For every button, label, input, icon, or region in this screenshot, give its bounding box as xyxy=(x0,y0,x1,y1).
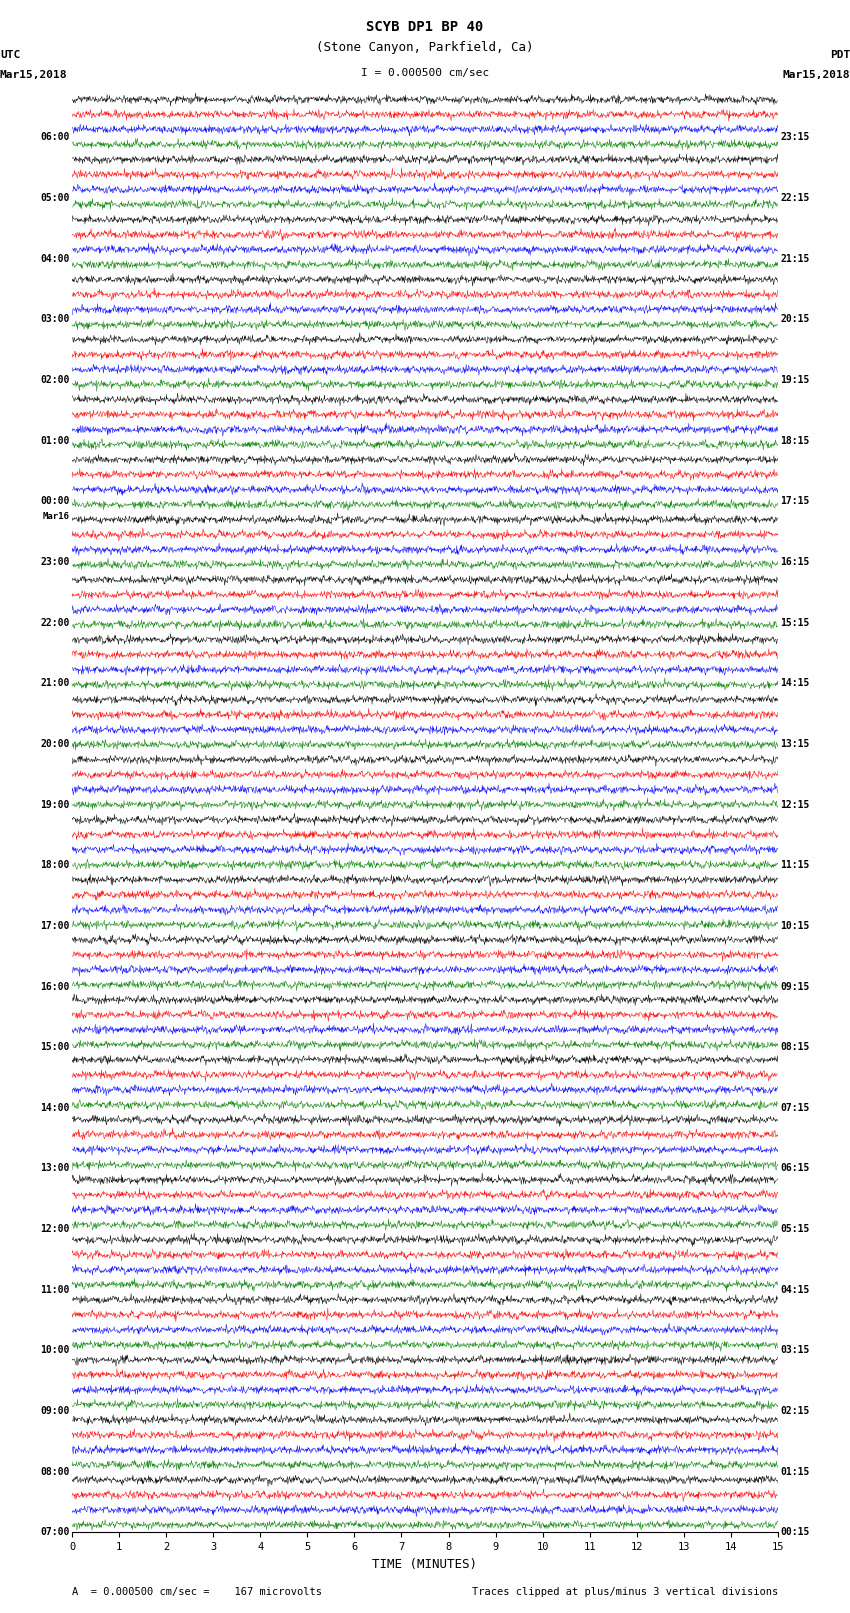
Text: 08:15: 08:15 xyxy=(780,1042,810,1052)
Text: 09:15: 09:15 xyxy=(780,982,810,992)
Text: 06:00: 06:00 xyxy=(40,132,70,142)
Text: 11:00: 11:00 xyxy=(40,1286,70,1295)
Text: 09:00: 09:00 xyxy=(40,1407,70,1416)
Text: 05:00: 05:00 xyxy=(40,194,70,203)
Text: 15:00: 15:00 xyxy=(40,1042,70,1052)
Text: 13:00: 13:00 xyxy=(40,1163,70,1173)
Text: 16:15: 16:15 xyxy=(780,556,810,566)
Text: Mar15,2018: Mar15,2018 xyxy=(783,71,850,81)
Text: 02:15: 02:15 xyxy=(780,1407,810,1416)
Text: 21:15: 21:15 xyxy=(780,253,810,263)
Text: SCYB DP1 BP 40: SCYB DP1 BP 40 xyxy=(366,21,484,34)
Text: 04:15: 04:15 xyxy=(780,1286,810,1295)
Text: Mar16: Mar16 xyxy=(42,511,70,521)
Text: 16:00: 16:00 xyxy=(40,982,70,992)
Text: 18:15: 18:15 xyxy=(780,436,810,445)
Text: PDT: PDT xyxy=(830,50,850,60)
X-axis label: TIME (MINUTES): TIME (MINUTES) xyxy=(372,1558,478,1571)
Text: UTC: UTC xyxy=(0,50,20,60)
Text: 12:15: 12:15 xyxy=(780,800,810,810)
Text: Traces clipped at plus/minus 3 vertical divisions: Traces clipped at plus/minus 3 vertical … xyxy=(472,1587,778,1597)
Text: 00:15: 00:15 xyxy=(780,1528,810,1537)
Text: 19:15: 19:15 xyxy=(780,376,810,386)
Text: 14:00: 14:00 xyxy=(40,1103,70,1113)
Text: 23:15: 23:15 xyxy=(780,132,810,142)
Text: 07:00: 07:00 xyxy=(40,1528,70,1537)
Text: I = 0.000500 cm/sec: I = 0.000500 cm/sec xyxy=(361,68,489,77)
Text: 10:15: 10:15 xyxy=(780,921,810,931)
Text: 06:15: 06:15 xyxy=(780,1163,810,1173)
Text: 13:15: 13:15 xyxy=(780,739,810,748)
Text: 10:00: 10:00 xyxy=(40,1345,70,1355)
Text: 04:00: 04:00 xyxy=(40,253,70,263)
Text: 00:00: 00:00 xyxy=(40,497,70,506)
Text: 08:00: 08:00 xyxy=(40,1466,70,1476)
Text: Mar15,2018: Mar15,2018 xyxy=(0,71,67,81)
Text: 03:00: 03:00 xyxy=(40,315,70,324)
Text: 18:00: 18:00 xyxy=(40,860,70,869)
Text: 19:00: 19:00 xyxy=(40,800,70,810)
Text: 02:00: 02:00 xyxy=(40,376,70,386)
Text: 17:15: 17:15 xyxy=(780,497,810,506)
Text: 20:15: 20:15 xyxy=(780,315,810,324)
Text: 07:15: 07:15 xyxy=(780,1103,810,1113)
Text: 22:00: 22:00 xyxy=(40,618,70,627)
Text: 15:15: 15:15 xyxy=(780,618,810,627)
Text: 12:00: 12:00 xyxy=(40,1224,70,1234)
Text: 05:15: 05:15 xyxy=(780,1224,810,1234)
Text: 11:15: 11:15 xyxy=(780,860,810,869)
Text: 17:00: 17:00 xyxy=(40,921,70,931)
Text: 23:00: 23:00 xyxy=(40,556,70,566)
Text: 21:00: 21:00 xyxy=(40,679,70,689)
Text: 20:00: 20:00 xyxy=(40,739,70,748)
Text: 03:15: 03:15 xyxy=(780,1345,810,1355)
Text: (Stone Canyon, Parkfield, Ca): (Stone Canyon, Parkfield, Ca) xyxy=(316,42,534,55)
Text: A  = 0.000500 cm/sec =    167 microvolts: A = 0.000500 cm/sec = 167 microvolts xyxy=(72,1587,322,1597)
Text: 01:15: 01:15 xyxy=(780,1466,810,1476)
Text: 14:15: 14:15 xyxy=(780,679,810,689)
Text: 01:00: 01:00 xyxy=(40,436,70,445)
Text: 22:15: 22:15 xyxy=(780,194,810,203)
